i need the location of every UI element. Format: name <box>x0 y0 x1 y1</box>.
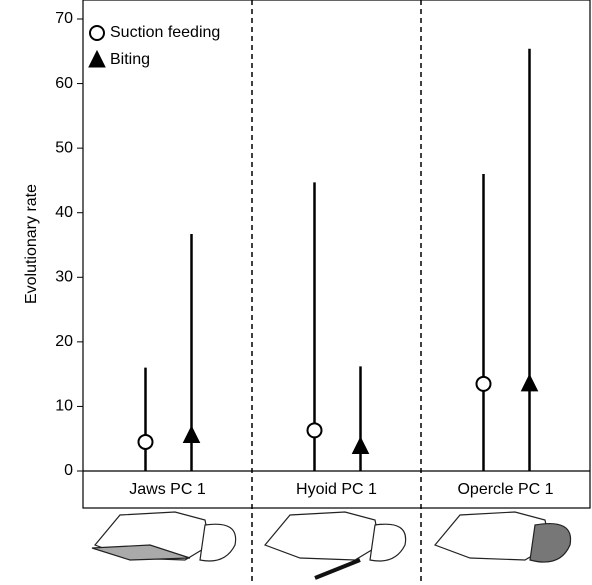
legend-marker <box>89 25 105 41</box>
y-axis-label: Evolutionary rate <box>23 184 40 304</box>
y-tick-label: 0 <box>64 462 73 479</box>
y-tick-label: 10 <box>55 398 73 415</box>
x-tick-label: Opercle PC 1 <box>457 481 553 498</box>
legend-label: Biting <box>110 51 150 68</box>
y-tick-label: 30 <box>55 269 73 286</box>
point <box>182 425 201 443</box>
point <box>475 375 492 392</box>
point <box>351 436 370 454</box>
point <box>520 373 539 392</box>
x-tick-label: Hyoid PC 1 <box>296 481 377 498</box>
y-tick-label: 40 <box>55 204 73 221</box>
y-tick-label: 50 <box>55 139 73 156</box>
point <box>137 433 154 450</box>
point <box>306 422 323 439</box>
y-tick-label: 60 <box>55 75 73 92</box>
x-tick-label: Jaws PC 1 <box>129 481 206 498</box>
plot-frame <box>82 0 591 509</box>
skull-illustrations <box>91 511 572 580</box>
legend-marker <box>88 49 106 68</box>
legend-label: Suction feeding <box>110 24 220 41</box>
y-tick-label: 70 <box>55 10 73 27</box>
y-tick-label: 20 <box>55 333 73 350</box>
